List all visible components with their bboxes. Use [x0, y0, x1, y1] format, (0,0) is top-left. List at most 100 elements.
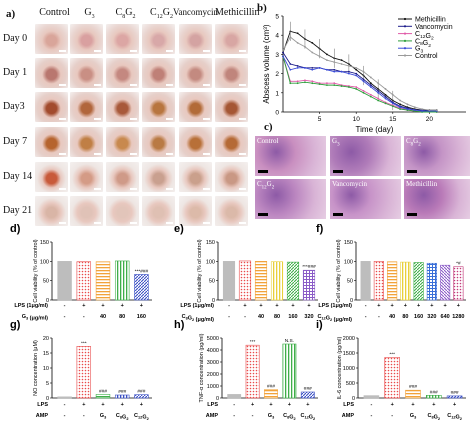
y-axis-title: Cell viability (% of control)	[336, 239, 342, 302]
row1-value: +	[430, 303, 433, 309]
data-point	[377, 82, 380, 85]
row1-value: +	[432, 402, 435, 408]
x-axis-title: Time (day)	[356, 125, 394, 134]
row1-label: LPS	[37, 402, 48, 408]
bar	[95, 261, 111, 301]
bar-annotation: ###	[118, 389, 126, 395]
y-tick-label: 0	[350, 298, 353, 304]
bar-annotation: ***	[250, 339, 256, 345]
data-point	[377, 97, 380, 100]
data-point	[282, 55, 284, 58]
data-point	[384, 97, 387, 100]
histology-tile: Vancomycin	[330, 179, 401, 219]
data-point	[347, 63, 350, 65]
y-tick-label: 1500	[343, 351, 355, 357]
data-point	[282, 51, 284, 54]
row2-value: -	[233, 413, 235, 419]
scale-bar	[94, 118, 101, 120]
data-point	[304, 66, 306, 69]
row-label-3: Day 7	[3, 136, 28, 147]
data-point	[296, 65, 299, 67]
bar-annotation: ###	[304, 386, 312, 392]
data-point	[377, 91, 380, 94]
row1-label: LPS	[343, 402, 354, 408]
row2-value: 1280	[452, 314, 464, 320]
data-point	[289, 63, 292, 65]
row1-value: +	[306, 402, 309, 408]
data-point	[282, 55, 284, 58]
data-point	[406, 106, 409, 109]
bar	[282, 343, 297, 399]
row1-value: +	[377, 303, 380, 309]
bar	[254, 261, 268, 301]
row2-value: -	[378, 314, 380, 320]
data-point	[318, 55, 321, 58]
mouse-photo	[35, 162, 68, 192]
y-tick-label: 0	[46, 396, 49, 402]
histology-tile: Control	[255, 136, 326, 176]
data-point	[326, 59, 328, 62]
data-point	[296, 32, 299, 35]
bar-annotation: ***	[81, 340, 87, 346]
mouse-photo	[35, 24, 68, 54]
data-point	[377, 99, 380, 102]
row1-value: +	[101, 402, 104, 408]
data-point	[318, 66, 321, 69]
data-point	[428, 111, 431, 113]
row2-value: 320	[304, 314, 313, 320]
legend-label: Vancomycin	[415, 24, 453, 31]
scale-bar	[166, 118, 173, 120]
mouse-photo	[70, 127, 103, 157]
row2-value: G3	[410, 413, 416, 419]
mouse-photo	[35, 127, 68, 157]
mouse-photo	[179, 196, 212, 226]
scale-bar	[59, 84, 66, 86]
row2-value: -	[64, 413, 66, 419]
data-point	[406, 107, 409, 110]
bar	[134, 394, 149, 399]
data-point	[413, 106, 416, 109]
bar	[114, 260, 130, 301]
row2-value: -	[391, 413, 393, 419]
scale-bar	[130, 153, 137, 155]
mouse-photo	[106, 196, 139, 226]
data-point	[311, 80, 314, 83]
series-line-3	[282, 56, 437, 113]
scale-bar	[166, 222, 173, 224]
data-point	[421, 109, 423, 111]
row2-value: -	[244, 314, 246, 320]
data-point	[391, 105, 394, 108]
data-point	[304, 79, 306, 82]
data-point	[362, 78, 365, 81]
data-point	[391, 104, 394, 107]
data-point	[399, 103, 402, 106]
x-tick-label: 5	[318, 116, 322, 123]
column-header-2: C8G2	[115, 7, 136, 20]
scale-bar	[203, 188, 210, 190]
row1-value: +	[307, 303, 310, 309]
bar	[76, 346, 92, 399]
data-point	[413, 110, 416, 112]
legend-marker	[403, 47, 407, 50]
row1-value: -	[64, 303, 66, 309]
scale-bar	[239, 50, 246, 52]
row2-value: 160	[137, 314, 146, 320]
scale-bar	[239, 118, 246, 120]
data-point	[421, 110, 423, 112]
row1-value: -	[233, 402, 235, 408]
scale-bar	[130, 84, 137, 86]
bar	[446, 395, 463, 399]
row2-value: -	[365, 314, 367, 320]
row1-value: +	[269, 402, 272, 408]
histology-tile-label: Methicillin	[406, 180, 438, 188]
row2-value: 80	[119, 314, 125, 320]
scale-bar	[239, 222, 246, 224]
data-point	[384, 101, 387, 104]
row2-label: AMP	[36, 413, 49, 419]
y-tick-label: 2000	[343, 336, 355, 342]
bar	[440, 264, 451, 301]
data-point	[369, 93, 372, 96]
data-point	[421, 110, 423, 112]
y-tick-label: 2000	[207, 372, 219, 378]
data-point	[289, 80, 292, 83]
